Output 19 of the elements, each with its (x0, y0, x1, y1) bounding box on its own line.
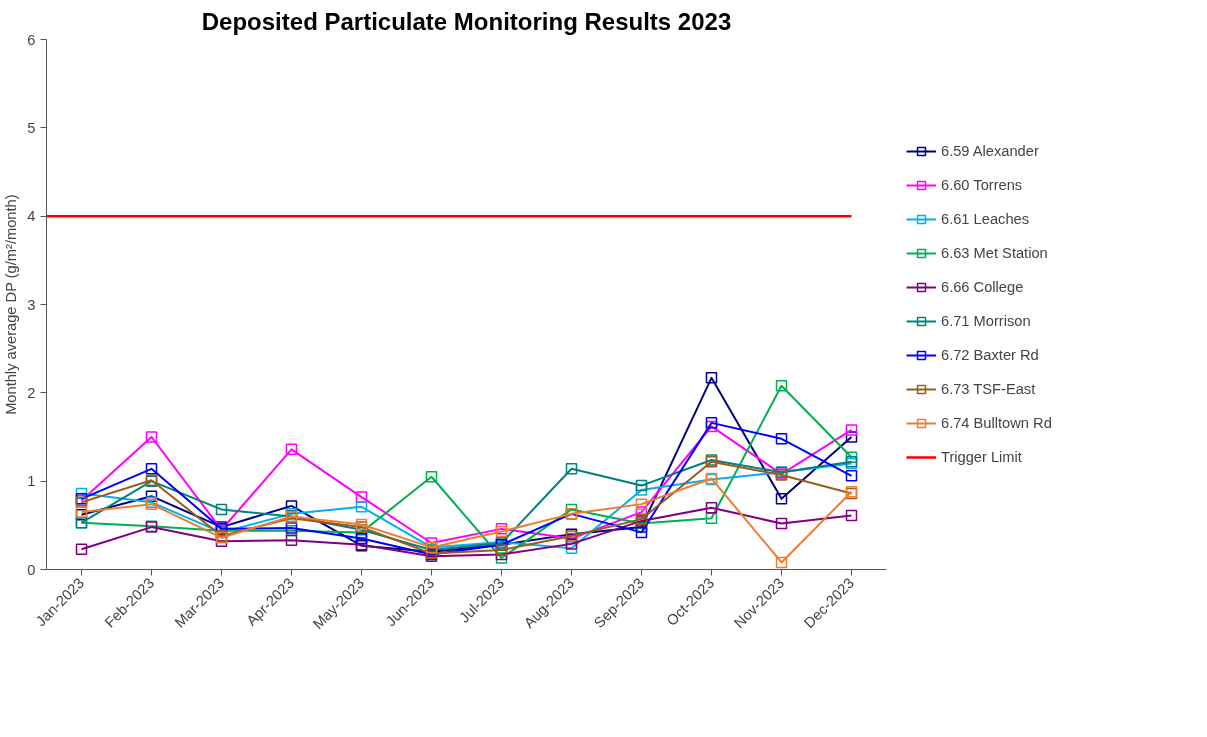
y-tick-label: 6 (27, 31, 36, 48)
legend-label: 6.73 TSF-East (941, 381, 1036, 397)
y-axis-title: Monthly average DP (g/m²/month) (3, 194, 20, 415)
legend-label: 6.59 Alexander (941, 143, 1039, 159)
legend-label: 6.60 Torrens (941, 177, 1023, 193)
y-tick-label: 3 (27, 296, 36, 313)
y-tick-label: 0 (27, 561, 36, 578)
chart-title: Deposited Particulate Monitoring Results 2023 (201, 7, 732, 35)
legend-label: Trigger Limit (941, 449, 1022, 465)
y-tick-label: 5 (27, 119, 36, 136)
legend-label: 6.61 Leaches (941, 211, 1030, 227)
y-tick-label: 2 (27, 384, 36, 401)
y-tick-label: 4 (27, 208, 36, 225)
y-tick-label: 1 (27, 473, 36, 490)
legend-label: 6.71 Morrison (941, 313, 1031, 329)
legend-label: 6.63 Met Station (941, 245, 1048, 261)
legend-label: 6.66 College (941, 279, 1024, 295)
legend-label: 6.72 Baxter Rd (941, 347, 1039, 363)
legend-label: 6.74 Bulltown Rd (941, 415, 1052, 431)
